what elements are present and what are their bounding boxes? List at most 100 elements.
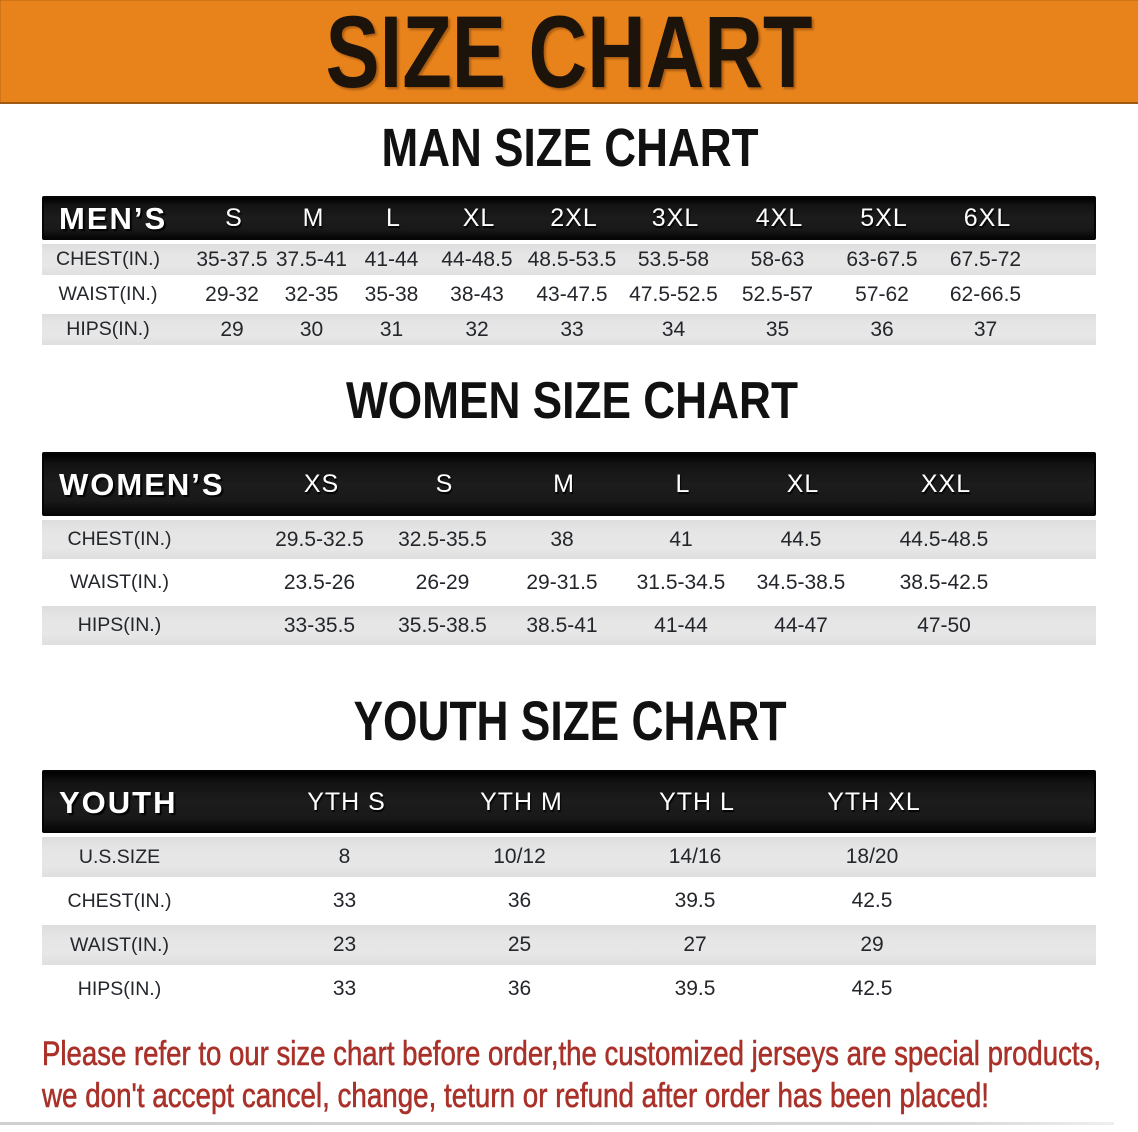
men-cell-waist-l: 35-38: [364, 282, 419, 306]
women-cell-chest-s: 32.5-35.5: [398, 527, 487, 551]
youth-size-table: YOUTH YTH S YTH M YTH L YTH XL U.S.SIZE …: [42, 770, 1096, 1011]
women-column-header-xs: XS: [303, 470, 340, 498]
men-cell-chest-3xl: 53.5-58: [637, 247, 710, 271]
men-table-corner-label: MEN’S: [59, 201, 168, 236]
youth-cell-hips-yth-xl: 42.5: [851, 977, 893, 1000]
men-cell-chest-4xl: 58-63: [750, 247, 805, 271]
men-cell-waist-5xl: 57-62: [855, 282, 909, 306]
youth-column-header-yth-m: YTH M: [480, 787, 563, 816]
women-cell-waist-s: 26-29: [415, 570, 470, 594]
youth-column-header-yth-s: YTH S: [307, 787, 386, 816]
youth-row-hips: HIPS(IN.) 33 36 39.5 42.5: [42, 967, 1096, 1011]
women-cell-hips-xs: 33-35.5: [283, 613, 356, 637]
men-row-label-chest: CHEST(IN.): [56, 248, 160, 270]
men-cell-hips-6xl: 37: [973, 317, 998, 341]
women-cell-waist-xs: 23.5-26: [283, 570, 356, 594]
men-size-table: MEN’S S M L XL 2XL 3XL 4XL 5XL 6XL CHEST…: [42, 196, 1096, 347]
youth-row-ussize: U.S.SIZE 8 10/12 14/16 18/20: [42, 835, 1096, 879]
women-table-corner-label: WOMEN’S: [59, 467, 225, 502]
youth-cell-ussize-yth-s: 8: [338, 845, 351, 868]
men-column-header-m: M: [302, 204, 325, 232]
women-cell-waist-xl: 34.5-38.5: [756, 570, 846, 594]
men-cell-chest-m: 37.5-41: [275, 247, 348, 271]
footer-disclaimer-line1: Please refer to our size chart before or…: [42, 1035, 1101, 1073]
men-cell-hips-xl: 32: [465, 317, 489, 341]
youth-cell-waist-yth-xl: 29: [860, 933, 884, 956]
women-column-header-m: M: [553, 470, 575, 498]
youth-row-label-waist: WAIST(IN.): [70, 933, 169, 956]
women-column-header-xxl: XXL: [920, 470, 972, 498]
men-row-hips: HIPS(IN.) 29 30 31 32 33 34 35 36 37: [42, 312, 1096, 347]
men-cell-waist-s: 29-32: [205, 282, 259, 306]
youth-cell-waist-yth-s: 23: [332, 933, 357, 956]
men-column-header-6xl: 6XL: [963, 204, 1012, 232]
men-cell-hips-4xl: 35: [765, 317, 790, 341]
women-cell-chest-xxl: 44.5-48.5: [899, 527, 989, 551]
youth-table-corner-label: YOUTH: [59, 784, 178, 820]
women-cell-hips-s: 35.5-38.5: [398, 613, 487, 637]
women-row-waist: WAIST(IN.) 23.5-26 26-29 29-31.5 31.5-34…: [42, 561, 1096, 604]
women-column-header-l: L: [675, 470, 691, 498]
youth-column-header-yth-xl: YTH XL: [827, 787, 921, 816]
youth-row-label-ussize: U.S.SIZE: [78, 845, 161, 868]
men-cell-chest-2xl: 48.5-53.5: [527, 247, 617, 271]
men-cell-waist-6xl: 62-66.5: [949, 282, 1022, 306]
youth-cell-ussize-yth-m: 10/12: [493, 845, 546, 868]
youth-cell-hips-yth-l: 39.5: [674, 977, 716, 1000]
women-size-table: WOMEN’S XS S M L XL XXL CHEST(IN.) 29.5-…: [42, 452, 1096, 647]
footer-disclaimer-line2: we don't accept cancel, change, teturn o…: [41, 1077, 989, 1115]
youth-row-label-hips: HIPS(IN.): [77, 977, 162, 1000]
youth-cell-chest-yth-l: 39.5: [674, 889, 716, 912]
men-cell-hips-l: 31: [379, 317, 404, 341]
men-row-label-hips: HIPS(IN.): [66, 318, 150, 340]
men-row-label-waist: WAIST(IN.): [58, 283, 158, 305]
youth-cell-ussize-yth-l: 14/16: [668, 845, 722, 868]
men-cell-hips-s: 29: [220, 317, 244, 341]
women-cell-waist-l: 31.5-34.5: [636, 570, 726, 594]
women-cell-hips-m: 38.5-41: [526, 613, 598, 637]
men-row-waist: WAIST(IN.) 29-32 32-35 35-38 38-43 43-47…: [42, 277, 1096, 312]
women-cell-chest-l: 41: [669, 527, 693, 551]
youth-column-header-yth-l: YTH L: [659, 787, 735, 816]
men-column-header-3xl: 3XL: [651, 204, 700, 232]
bottom-rule: [0, 1122, 1114, 1125]
women-cell-chest-xl: 44.5: [780, 527, 822, 551]
women-cell-hips-xl: 44-47: [774, 613, 828, 637]
youth-cell-chest-yth-m: 36: [507, 889, 532, 912]
men-cell-hips-5xl: 36: [870, 317, 894, 341]
youth-cell-ussize-yth-xl: 18/20: [845, 845, 899, 868]
men-cell-hips-2xl: 33: [560, 317, 584, 341]
men-column-header-l: L: [386, 204, 401, 232]
youth-cell-chest-yth-xl: 42.5: [851, 889, 893, 912]
banner: [0, 0, 1138, 104]
women-cell-chest-xs: 29.5-32.5: [275, 527, 364, 551]
men-column-header-2xl: 2XL: [550, 204, 598, 232]
youth-cell-hips-yth-s: 33: [332, 977, 357, 1000]
men-column-header-4xl: 4XL: [755, 204, 804, 232]
men-cell-waist-2xl: 43-47.5: [536, 282, 608, 306]
men-table-header-row: MEN’S S M L XL 2XL 3XL 4XL 5XL 6XL: [42, 196, 1096, 240]
women-row-chest: CHEST(IN.) 29.5-32.5 32.5-35.5 38 41 44.…: [42, 518, 1096, 561]
men-cell-hips-3xl: 34: [661, 317, 686, 341]
men-cell-waist-xl: 38-43: [450, 282, 504, 306]
men-cell-waist-4xl: 52.5-57: [741, 282, 814, 306]
men-cell-chest-l: 41-44: [364, 247, 419, 271]
men-cell-chest-5xl: 63-67.5: [846, 247, 918, 271]
women-row-label-chest: CHEST(IN.): [67, 528, 172, 550]
women-row-hips: HIPS(IN.) 33-35.5 35.5-38.5 38.5-41 41-4…: [42, 604, 1096, 647]
women-row-label-waist: WAIST(IN.): [70, 571, 169, 593]
men-cell-chest-xl: 44-48.5: [441, 247, 513, 271]
youth-section-heading: YOUTH SIZE CHART: [354, 689, 787, 752]
youth-cell-hips-yth-m: 36: [507, 977, 532, 1000]
women-row-label-hips: HIPS(IN.): [77, 614, 162, 636]
men-section-heading: MAN SIZE CHART: [382, 118, 759, 178]
women-cell-hips-xxl: 47-50: [917, 613, 971, 637]
men-cell-chest-s: 35-37.5: [196, 247, 268, 271]
women-cell-waist-xxl: 38.5-42.5: [899, 570, 989, 594]
youth-cell-chest-yth-s: 33: [332, 889, 357, 912]
women-cell-chest-m: 38: [550, 527, 574, 551]
men-column-header-xl: XL: [462, 204, 496, 232]
women-cell-hips-l: 41-44: [654, 613, 708, 637]
women-table-header-row: WOMEN’S XS S M L XL XXL: [42, 452, 1096, 516]
